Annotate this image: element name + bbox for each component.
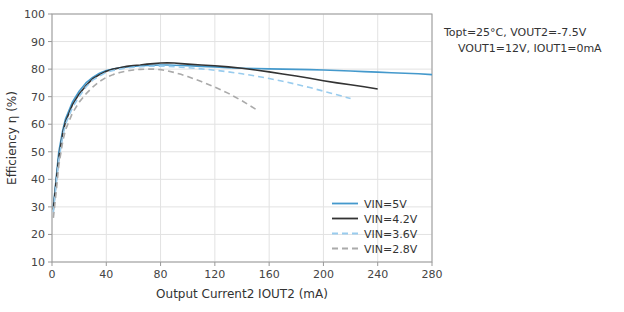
x-tick [52,262,53,266]
legend-label: VIN=2.8V [364,243,418,256]
lines [53,63,432,218]
x-tick-label: 80 [154,268,168,281]
grid-line-y [52,41,432,42]
y-tick-label: 20 [31,228,45,241]
grid-line-x [160,14,161,262]
y-tick [48,179,52,180]
plot-frame [52,14,432,262]
x-tick [432,262,433,266]
x-tick [269,262,270,266]
grid-line-x [106,14,107,262]
x-tick-label: 0 [49,268,56,281]
grid-line-y [52,179,432,180]
y-tick [48,69,52,70]
series-line [53,69,255,218]
series-line [53,66,350,212]
legend-label: VIN=5V [364,198,407,211]
y-tick [48,14,52,15]
grid-line-x [269,14,270,262]
annotation-text: VOUT1=12V, IOUT1=0mA [458,42,602,55]
legend: VIN=5V VIN=4.2V VIN=3.6V VIN=2.8V [332,198,418,256]
legend-swatch [332,218,358,220]
x-tick [214,262,215,266]
y-tick [48,96,52,97]
grid [52,14,432,262]
grid-line-x [214,14,215,262]
legend-swatch [332,233,358,235]
grid-line-x [323,14,324,262]
y-tick-label: 50 [31,146,45,159]
annotation: Topt=25°C, VOUT2=-7.5V VOUT1=12V, IOUT1=0… [443,26,602,55]
legend-swatch [332,203,358,205]
y-tick-label: 90 [31,36,45,49]
y-tick-label: 100 [24,8,45,21]
y-tick [48,151,52,152]
y-tick-label: 10 [31,256,45,269]
series-line [53,63,377,210]
y-tick-label: 30 [31,201,45,214]
legend-label: VIN=4.2V [364,213,418,226]
x-tick-label: 160 [259,268,280,281]
grid-line-y [52,96,432,97]
x-tick [377,262,378,266]
x-tick [160,262,161,266]
x-tick-label: 120 [204,268,225,281]
y-tick [48,41,52,42]
legend-label: VIN=3.6V [364,228,418,241]
y-tick [48,234,52,235]
x-tick [106,262,107,266]
axes: 0 40 80 120 160 200 240 280 10 20 30 40 50 60 70 80 90 10… [24,8,443,281]
x-tick-label: 200 [313,268,334,281]
grid-line-y [52,124,432,125]
x-axis-label: Output Current2 IOUT2 (mA) [156,287,328,301]
x-tick [323,262,324,266]
legend-swatch [332,248,358,250]
x-tick-label: 240 [367,268,388,281]
annotation-text: Topt=25°C, VOUT2=-7.5V [443,26,587,39]
y-tick-label: 60 [31,118,45,131]
y-tick [48,262,52,263]
y-tick-label: 80 [31,63,45,76]
y-tick-label: 70 [31,91,45,104]
y-tick [48,124,52,125]
y-axis-label: Efficiency η (%) [5,91,19,185]
x-tick-label: 40 [99,268,113,281]
chart: 0 40 80 120 160 200 240 280 10 20 30 40 50 60 70 80 90 10… [0,0,624,312]
y-tick [48,206,52,207]
y-tick-label: 40 [31,173,45,186]
grid-line-y [52,151,432,152]
x-tick-label: 280 [422,268,443,281]
series-line [53,65,432,207]
